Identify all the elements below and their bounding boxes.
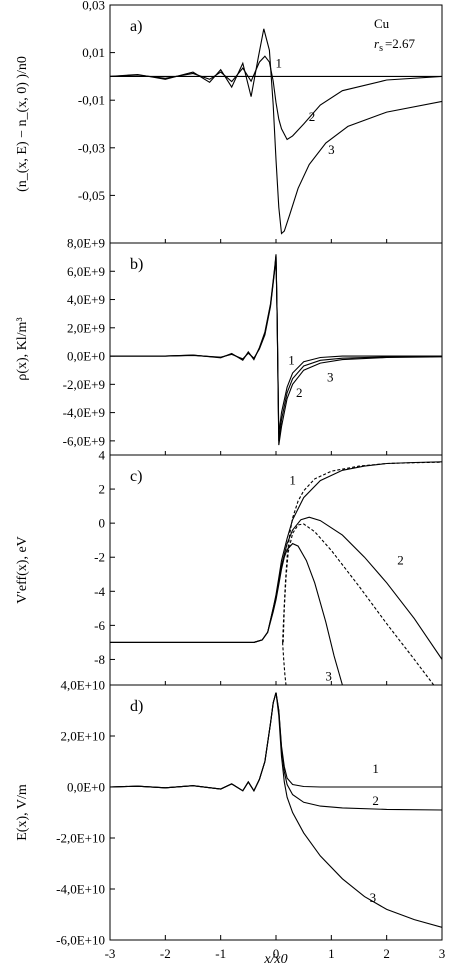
y-tick-label: -8 xyxy=(94,652,105,667)
curve-label-3: 3 xyxy=(370,890,377,905)
curve-label-2: 2 xyxy=(309,109,316,124)
y-tick-label: -6,0E+10 xyxy=(56,933,105,948)
y-tick-label: -2,0E+9 xyxy=(63,377,105,392)
curve-label-2: 2 xyxy=(296,385,303,400)
y-tick-label: 0,01 xyxy=(82,45,105,60)
y-tick-label: -0,03 xyxy=(78,140,105,155)
y-tick-label: 0,0E+0 xyxy=(67,349,105,364)
panel-c: 4 2 0 -2 -4 -6 -8 1 2 3 c) V'eff(x), eV xyxy=(15,448,443,686)
y-tick-label: 4,0E+9 xyxy=(67,292,105,307)
y-tick-label: 2 xyxy=(99,482,106,497)
panel-frame xyxy=(109,454,443,686)
series-2-dashed xyxy=(282,523,435,685)
x-tick-label: -3 xyxy=(105,946,116,961)
y-tick-label: -4,0E+10 xyxy=(56,882,105,897)
series-1-solid xyxy=(110,461,442,643)
panel-letter: d) xyxy=(130,698,143,715)
panel-frame xyxy=(109,684,443,941)
curve-label-1: 1 xyxy=(289,473,296,488)
panel-letter: a) xyxy=(130,18,142,35)
panel-b: 8,0E+9 6,0E+9 4,0E+9 2,0E+9 0,0E+0 -2,0E+9 -4,… xyxy=(15,236,443,456)
y-tick-label: -4,0E+9 xyxy=(63,405,105,420)
y-tick-label: 4,0E+10 xyxy=(60,678,105,693)
panel-letter: b) xyxy=(130,256,143,273)
material-label: Cu xyxy=(374,16,390,31)
curves xyxy=(110,461,442,685)
y-axis-label: E(x), V/m xyxy=(15,784,30,841)
rs-label: rs =2.67 xyxy=(374,36,416,54)
curves xyxy=(110,254,442,446)
y-tick-label: -2,0E+10 xyxy=(56,831,105,846)
panel-a: 0,03 0,01 -0,01 -0,03 -0,05 1 2 3 a) (n_(x, E) − … xyxy=(15,0,443,244)
y-tick-label: -6,0E+9 xyxy=(63,433,105,448)
x-axis-label: x/x0 xyxy=(263,952,287,967)
curves xyxy=(110,28,442,235)
panel-letter: c) xyxy=(130,468,142,485)
y-axis-label: ρ(x), Kl/m³ xyxy=(15,317,30,380)
y-tick-label: 8,0E+9 xyxy=(67,236,105,251)
curves xyxy=(110,692,442,928)
curve-label-3: 3 xyxy=(327,369,334,384)
x-tick-label: -2 xyxy=(160,946,171,961)
y-tick-label: 2,0E+10 xyxy=(60,729,105,744)
curve-label-1: 1 xyxy=(276,55,283,70)
series-3-dashed xyxy=(282,642,287,685)
series-1-dashed xyxy=(282,461,442,643)
curve-label-1: 1 xyxy=(372,761,379,776)
y-tick-label: -4 xyxy=(94,584,105,599)
series-3 xyxy=(110,254,442,446)
x-tick-label: 1 xyxy=(328,946,335,961)
y-tick-label: -6 xyxy=(94,618,105,633)
y-tick-label: 4 xyxy=(99,448,106,463)
x-tick-label: 0 xyxy=(273,946,280,961)
curve-label-2: 2 xyxy=(397,553,404,568)
y-tick-label: -0,01 xyxy=(78,93,105,108)
y-tick-label: -2 xyxy=(94,550,105,565)
x-tick-label: 3 xyxy=(439,946,446,961)
series-3-solid xyxy=(110,542,343,685)
y-axis-label: V'eff(x), eV xyxy=(15,536,30,604)
curve-label-3: 3 xyxy=(328,142,335,157)
y-tick-label: 0,03 xyxy=(82,0,105,13)
series-3 xyxy=(110,28,442,235)
y-tick-label: 0,0E+0 xyxy=(67,780,105,795)
series-3 xyxy=(110,692,442,928)
curve-label-1: 1 xyxy=(288,352,295,367)
y-tick-label: -0,05 xyxy=(78,188,105,203)
series-2 xyxy=(110,55,442,141)
y-tick-label: 0 xyxy=(99,516,106,531)
series-2-solid xyxy=(110,516,442,660)
panel-d: 4,0E+10 2,0E+10 0,0E+0 -2,0E+10 -4,0E+10 -6,0… xyxy=(15,678,445,962)
series-1 xyxy=(110,692,442,792)
series-2 xyxy=(110,692,442,811)
curve-label-2: 2 xyxy=(372,793,379,808)
curve-label-3: 3 xyxy=(325,668,332,683)
y-axis-label: (n_(x, E) − n_(x, 0) )/n0 xyxy=(15,56,30,192)
x-tick-label: 2 xyxy=(383,946,390,961)
y-tick-label: 6,0E+9 xyxy=(67,264,105,279)
y-tick-label: 2,0E+9 xyxy=(67,320,105,335)
x-tick-label: -1 xyxy=(215,946,226,961)
